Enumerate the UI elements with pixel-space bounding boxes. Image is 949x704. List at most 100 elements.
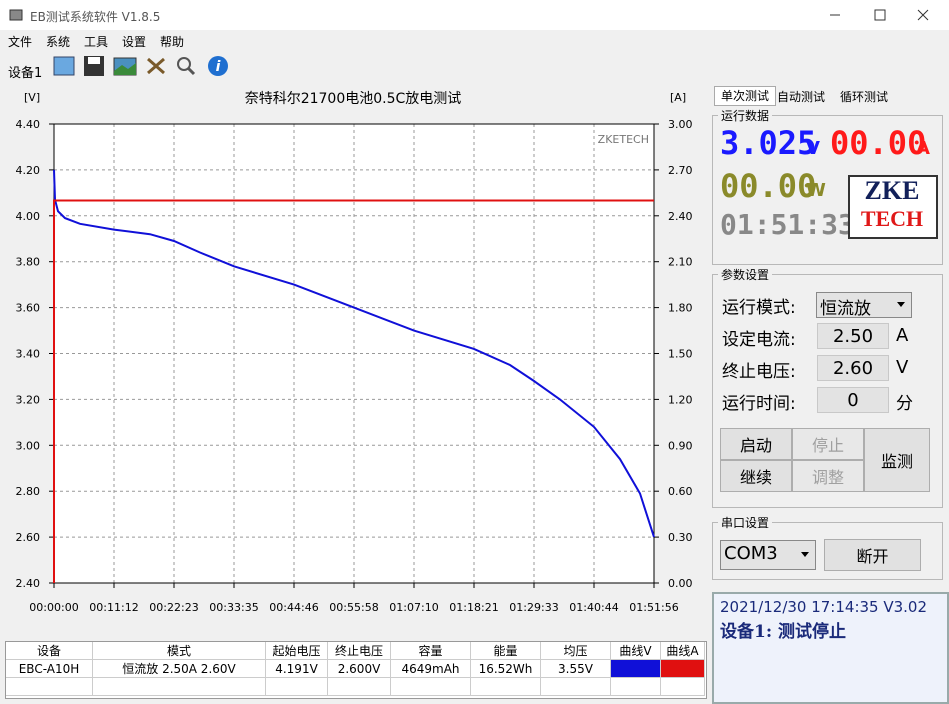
monitor-button[interactable]: 监测 <box>864 428 930 492</box>
x-tick-label: 01:29:33 <box>509 601 558 614</box>
group-title: 串口设置 <box>718 514 773 531</box>
window-controls[interactable] <box>820 5 940 25</box>
y2-tick-label: 2.10 <box>668 256 693 269</box>
menu-item[interactable]: 设置 <box>122 35 147 49</box>
params-group <box>712 274 943 508</box>
port-value: COM3 <box>724 543 778 564</box>
y2-tick-label: 2.40 <box>668 210 693 223</box>
group-title: 运行数据 <box>718 107 773 124</box>
logo <box>848 175 938 239</box>
header-cell: 设备 <box>6 642 93 660</box>
y-tick-label: 2.80 <box>16 485 41 498</box>
port-dropdown[interactable] <box>720 540 816 570</box>
table-cell: 16.52Wh <box>471 660 541 678</box>
x-tick-label: 00:00:00 <box>29 601 78 614</box>
menu-item[interactable]: 系统 <box>46 35 71 49</box>
tab[interactable]: 自动测试 <box>777 90 826 104</box>
param-label: 运行模式: <box>722 298 796 318</box>
time-input[interactable]: 0 <box>817 387 889 413</box>
header-cell: 容量 <box>391 642 471 660</box>
menu-item[interactable]: 工具 <box>84 35 109 49</box>
y2-tick-label: 0.30 <box>668 531 693 544</box>
voltage-unit: V <box>806 138 820 159</box>
app-icon <box>9 9 23 21</box>
status-line: 2021/12/30 17:14:35 V3.02 <box>720 598 928 616</box>
empty-cell <box>391 678 471 696</box>
power-display: 00.00 <box>720 167 817 205</box>
toolbar-icons[interactable]: i <box>50 53 240 81</box>
disconnect-button[interactable]: 断开 <box>824 539 921 571</box>
empty-cell <box>611 678 661 696</box>
empty-cell <box>6 678 93 696</box>
y2-axis-label: [A] <box>670 91 686 104</box>
continue-button[interactable]: 继续 <box>720 460 792 492</box>
y2-tick-label: 1.50 <box>668 348 693 361</box>
header-cell: 曲线A <box>661 642 705 660</box>
menu-item[interactable]: 帮助 <box>160 35 185 49</box>
y-tick-label: 4.20 <box>16 164 41 177</box>
empty-cell <box>328 678 391 696</box>
dropdown-arrow <box>897 302 905 307</box>
y-tick-label: 2.60 <box>16 531 41 544</box>
tab[interactable]: 单次测试 <box>714 86 776 106</box>
empty-cell <box>541 678 611 696</box>
y-tick-label: 3.40 <box>16 348 41 361</box>
x-tick-label: 00:55:58 <box>329 601 378 614</box>
y2-tick-label: 1.80 <box>668 302 693 315</box>
param-label: 设定电流: <box>722 330 796 350</box>
y2-tick-label: 0.60 <box>668 485 693 498</box>
adjust-button: 调整 <box>792 460 864 492</box>
serial-group <box>712 522 943 580</box>
x-tick-label: 00:22:23 <box>149 601 198 614</box>
status-line: 设备1: 测试停止 <box>720 622 847 642</box>
voltage-input[interactable]: 2.60 <box>817 355 889 381</box>
header-cell: 曲线V <box>611 642 661 660</box>
param-unit: A <box>896 325 909 346</box>
title-bar <box>0 0 949 30</box>
device-label: 设备1 <box>8 66 43 81</box>
current-unit: A <box>916 138 930 159</box>
mode-dropdown[interactable] <box>816 292 912 318</box>
table-cell: 恒流放 2.50A 2.60V <box>93 660 266 678</box>
table-cell: 4.191V <box>266 660 328 678</box>
x-tick-label: 01:51:56 <box>629 601 678 614</box>
param-unit: 分 <box>896 394 913 414</box>
table-cell: 4649mAh <box>391 660 471 678</box>
window-title: EB测试系统软件 V1.8.5 <box>30 10 161 24</box>
empty-cell <box>266 678 328 696</box>
header-cell: 终止电压 <box>328 642 391 660</box>
menu-item[interactable]: 文件 <box>8 35 33 49</box>
power-unit: W <box>806 180 826 201</box>
y2-tick-label: 2.70 <box>668 164 693 177</box>
y-tick-label: 2.40 <box>16 577 41 590</box>
y2-tick-label: 3.00 <box>668 118 693 131</box>
svg-text:i: i <box>216 59 221 75</box>
current-display: 00.00 <box>830 124 927 162</box>
current-input[interactable]: 2.50 <box>817 323 889 349</box>
time-display: 01:51:33 <box>720 208 855 241</box>
empty-cell <box>661 678 705 696</box>
x-tick-label: 00:11:12 <box>89 601 138 614</box>
summary-table: 设备 模式 起始电压 终止电压 容量 能量 均压 曲线V 曲线A EBC-A10H 恒流放 2.50… <box>5 641 707 699</box>
y-tick-label: 3.60 <box>16 302 41 315</box>
header-cell: 均压 <box>541 642 611 660</box>
start-button[interactable]: 启动 <box>720 428 792 460</box>
group-title: 参数设置 <box>718 266 773 283</box>
param-unit: V <box>896 357 909 378</box>
x-tick-label: 01:18:21 <box>449 601 498 614</box>
empty-cell <box>93 678 266 696</box>
x-tick-label: 00:33:35 <box>209 601 258 614</box>
param-label: 终止电压: <box>722 362 796 382</box>
status-box <box>712 592 949 704</box>
x-tick-label: 01:40:44 <box>569 601 618 614</box>
y2-tick-label: 0.00 <box>668 577 693 590</box>
tab[interactable]: 循环测试 <box>840 90 889 104</box>
watermark: ZKETECH <box>598 133 649 146</box>
param-label: 运行时间: <box>722 394 796 414</box>
y-tick-label: 3.20 <box>16 393 41 406</box>
y-tick-label: 3.00 <box>16 439 41 452</box>
dropdown-arrow <box>801 552 809 557</box>
series-line <box>53 199 654 583</box>
chart-title: 奈特科尔21700电池0.5C放电测试 <box>245 91 462 107</box>
